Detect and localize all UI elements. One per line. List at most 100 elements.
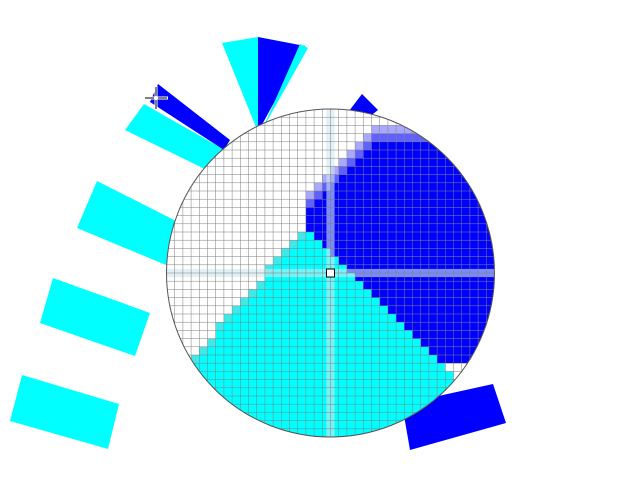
magnified-pixel xyxy=(461,125,470,134)
magnified-pixel xyxy=(412,355,421,364)
magnified-pixel xyxy=(240,387,249,396)
magnified-pixel xyxy=(420,338,429,347)
magnified-pixel xyxy=(420,125,429,134)
magnified-pixel xyxy=(453,281,462,290)
magnified-pixel xyxy=(346,346,356,355)
magnified-pixel xyxy=(346,174,356,183)
magnified-pixel xyxy=(346,256,356,265)
magnified-pixel xyxy=(437,133,446,142)
magnified-pixel xyxy=(273,330,282,339)
magnified-pixel xyxy=(379,355,388,364)
magnified-pixel xyxy=(305,363,315,372)
magnified-pixel xyxy=(412,166,421,175)
magnified-pixel xyxy=(404,322,413,331)
magnified-pixel xyxy=(404,191,413,200)
magnified-pixel xyxy=(445,191,454,200)
magnified-pixel xyxy=(215,396,224,405)
magnified-pixel xyxy=(248,297,257,306)
magnified-pixel xyxy=(412,330,421,339)
magnified-pixel xyxy=(461,199,470,208)
magnified-pixel xyxy=(420,322,429,331)
magnified-pixel xyxy=(182,363,192,372)
magnified-pixel xyxy=(437,355,446,364)
magnified-pixel xyxy=(314,379,323,388)
magnified-pixel xyxy=(207,338,216,347)
magnified-pixel xyxy=(355,232,364,241)
magnified-pixel xyxy=(371,371,380,380)
magnified-pixel xyxy=(371,330,380,339)
magnified-pixel xyxy=(461,141,470,150)
magnified-pixel xyxy=(404,305,413,314)
magnified-pixel xyxy=(355,158,364,167)
magnified-pixel xyxy=(379,182,388,191)
magnified-pixel xyxy=(420,248,429,257)
magnified-pixel xyxy=(428,396,438,405)
magnified-pixel xyxy=(420,355,429,364)
magnified-pixel xyxy=(478,174,487,183)
magnified-pixel xyxy=(412,199,421,208)
magnified-pixel xyxy=(453,232,462,241)
magnified-pixel xyxy=(404,207,413,216)
magnified-pixel xyxy=(428,256,438,265)
magnified-pixel xyxy=(396,289,405,298)
magnified-pixel xyxy=(338,338,347,347)
magnified-pixel xyxy=(232,314,241,323)
magnified-pixel xyxy=(256,355,265,364)
magnified-pixel xyxy=(404,314,413,323)
magnified-pixel xyxy=(461,166,470,175)
magnified-pixel xyxy=(355,150,364,159)
magnified-pixel xyxy=(428,223,438,232)
magnified-pixel xyxy=(404,281,413,290)
cyan-bar-bottom-left xyxy=(10,375,119,449)
magnified-pixel xyxy=(240,322,249,331)
magnified-pixel xyxy=(412,346,421,355)
magnified-pixel xyxy=(232,322,241,331)
magnified-pixel xyxy=(240,297,249,306)
magnified-pixel xyxy=(461,338,470,347)
magnified-pixel xyxy=(486,182,495,191)
magnified-pixel xyxy=(437,191,446,200)
magnified-pixel xyxy=(305,346,315,355)
magnified-pixel xyxy=(486,191,495,200)
magnified-pixel xyxy=(363,297,372,306)
magnified-pixel xyxy=(469,240,479,249)
magnified-pixel xyxy=(478,305,487,314)
magnified-pixel xyxy=(363,182,372,191)
magnified-pixel xyxy=(371,248,380,257)
magnified-pixel xyxy=(305,412,315,421)
magnified-pixel xyxy=(469,338,479,347)
magnified-pixel xyxy=(305,330,315,339)
magnified-pixel xyxy=(371,232,380,241)
magnified-pixel xyxy=(297,248,306,257)
magnified-pixel xyxy=(412,256,421,265)
magnified-pixel xyxy=(346,158,356,167)
magnified-pixel xyxy=(437,387,446,396)
magnified-pixel xyxy=(379,174,388,183)
magnified-pixel xyxy=(273,379,282,388)
magnified-pixel xyxy=(363,256,372,265)
magnified-pixel xyxy=(281,420,290,429)
magnified-pixel xyxy=(305,207,315,216)
magnified-pixel xyxy=(363,420,372,429)
magnified-pixel xyxy=(428,215,438,224)
magnified-pixel xyxy=(387,150,397,159)
magnified-pixel xyxy=(412,248,421,257)
magnified-pixel xyxy=(379,248,388,257)
magnified-pixel xyxy=(428,182,438,191)
magnified-pixel xyxy=(363,355,372,364)
magnified-pixel xyxy=(264,363,274,372)
magnified-pixel xyxy=(445,297,454,306)
magnified-pixel xyxy=(232,371,241,380)
magnified-pixel xyxy=(371,297,380,306)
magnified-pixel xyxy=(371,396,380,405)
magnified-pixel xyxy=(469,223,479,232)
magnified-pixel xyxy=(486,289,495,298)
magnified-pixel xyxy=(199,379,208,388)
magnified-pixel xyxy=(396,141,405,150)
magnified-pixel xyxy=(371,363,380,372)
magnified-pixel xyxy=(207,371,216,380)
magnified-pixel xyxy=(166,420,175,429)
magnified-pixel xyxy=(461,191,470,200)
magnified-pixel xyxy=(478,232,487,241)
